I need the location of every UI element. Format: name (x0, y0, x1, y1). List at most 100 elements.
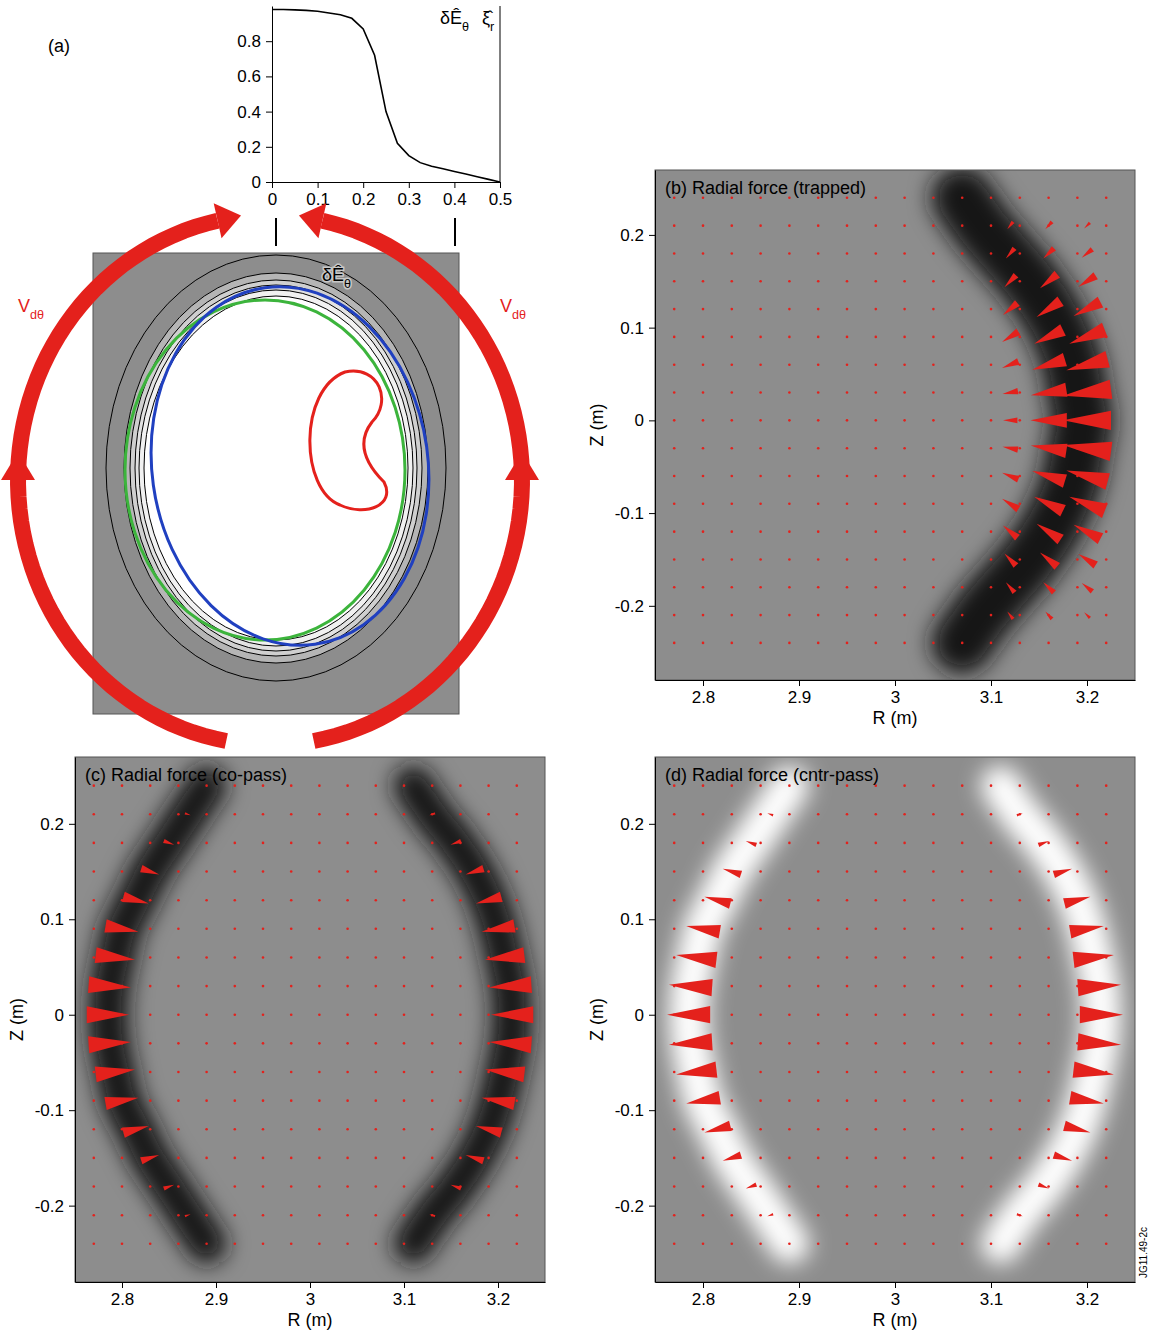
grid-dot (903, 870, 906, 873)
grid-dot (234, 1013, 237, 1016)
force-arrow (1045, 221, 1053, 230)
grid-dot (788, 1071, 791, 1074)
grid-dot (290, 1157, 293, 1160)
tick-mark (69, 1110, 75, 1111)
grid-dot (990, 985, 993, 988)
grid-dot (961, 614, 964, 617)
force-arrow (1006, 247, 1017, 259)
force-arrow (104, 1097, 138, 1110)
grid-dot (1076, 336, 1079, 339)
grid-dot (673, 475, 676, 478)
grid-dot (431, 956, 434, 959)
grid-dot (961, 224, 964, 227)
panel-2: 2.82.933.13.2-0.2-0.100.10.2(c) Radial f… (7, 757, 546, 1330)
tick-mark (69, 1015, 75, 1016)
grid-dot (702, 280, 705, 283)
grid-dot (846, 419, 849, 422)
grid-dot (903, 985, 906, 988)
grid-dot (375, 813, 378, 816)
grid-dot (1105, 1157, 1108, 1160)
force-arrow (88, 976, 131, 993)
tick-mark (500, 182, 501, 188)
force-arrow (1002, 499, 1020, 512)
force-arrow (1043, 246, 1056, 258)
grid-dot (903, 1071, 906, 1074)
grid-dot (205, 956, 208, 959)
tick-label: 3 (891, 688, 900, 707)
grid-dot (205, 928, 208, 931)
tick: 0.1 (306, 182, 330, 209)
grid-dot (932, 985, 935, 988)
grid-dot (961, 558, 964, 561)
tick: -0.2 (615, 597, 655, 616)
grid-dot (177, 956, 180, 959)
grid-dot (875, 985, 878, 988)
grid-dot (1047, 899, 1050, 902)
grid-dot (903, 1185, 906, 1188)
grid-dot (459, 1099, 462, 1102)
grid-dot (788, 1243, 791, 1246)
tick: 2.8 (692, 1282, 716, 1309)
orbit-blue (128, 269, 451, 664)
force-arrow (87, 1006, 129, 1023)
tick: 0 (635, 1006, 655, 1025)
grid-dot (731, 475, 734, 478)
grid-dot (459, 1214, 462, 1217)
plot-frame (655, 757, 1135, 1282)
tick-label: 0.5 (489, 190, 513, 209)
force-arrow (1080, 1006, 1123, 1023)
force-arrow (466, 865, 485, 874)
grid-dot (846, 1099, 849, 1102)
grid-dot (961, 928, 964, 931)
frame-right (500, 6, 501, 182)
grid-dot (759, 1099, 762, 1102)
grid-dot (1105, 1243, 1108, 1246)
tick-mark (266, 41, 272, 42)
grid-dot (290, 1042, 293, 1045)
grid-dot (262, 813, 265, 816)
grid-dot (846, 391, 849, 394)
connector (275, 218, 277, 246)
force-arrow (1084, 222, 1091, 229)
grid-dot (318, 784, 321, 787)
tick-label: 0.6 (237, 67, 261, 86)
tick-label: 0 (268, 190, 277, 209)
grid-dot (1019, 870, 1022, 873)
tick-label: 0.8 (237, 32, 261, 51)
tick-label: 0.4 (443, 190, 467, 209)
grid-dot (875, 419, 878, 422)
grid-dot (375, 1099, 378, 1102)
grid-dot (318, 985, 321, 988)
grid-dot (431, 1185, 434, 1188)
grid-dot (731, 363, 734, 366)
grid-dot (234, 1042, 237, 1045)
grid-dot (1019, 197, 1022, 200)
grid-dot (1019, 391, 1022, 394)
grid-dot (817, 1214, 820, 1217)
grid-dot (290, 813, 293, 816)
grid-dot (516, 1099, 519, 1102)
grid-dot (234, 1214, 237, 1217)
grid-dot (93, 813, 96, 816)
grid-dot (759, 1243, 762, 1246)
grid-dot (788, 586, 791, 589)
tick-label: 3.1 (980, 688, 1004, 707)
grid-dot (846, 928, 849, 931)
grid-dot (516, 1128, 519, 1131)
grid-dot (817, 614, 820, 617)
grid-dot (990, 899, 993, 902)
grid-dot (149, 985, 152, 988)
grid-dot (990, 813, 993, 816)
grid-dot (990, 1099, 993, 1102)
grid-dot (375, 1185, 378, 1188)
grid-dot (817, 1157, 820, 1160)
grid-dot (788, 558, 791, 561)
tick-mark (122, 1282, 123, 1288)
axis-line (655, 171, 656, 681)
grid-dot (903, 363, 906, 366)
grid-dot (1019, 1013, 1022, 1016)
grid-dot (759, 391, 762, 394)
grid-dot (149, 928, 152, 931)
y-axis-title: Z (m) (587, 404, 607, 447)
grid-dot (1019, 252, 1022, 255)
